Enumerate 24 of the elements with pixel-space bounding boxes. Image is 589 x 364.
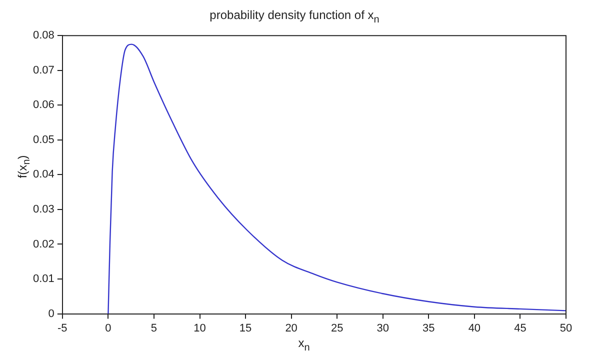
x-tick-label: 5: [150, 322, 158, 334]
y-tick-label: 0.02: [32, 238, 54, 250]
line-series: [108, 44, 566, 314]
y-tick-label: 0: [48, 308, 54, 320]
x-tick-label: 10: [194, 322, 206, 334]
x-tick-label: 35: [422, 322, 435, 334]
y-tick-label: 0.01: [32, 273, 54, 286]
x-tick-label: 0: [105, 322, 112, 334]
x-tick-label: 20: [285, 322, 298, 334]
y-tick-label: 0.08: [32, 30, 54, 42]
x-tick-label: 45: [514, 322, 526, 334]
chart-title: probability density function of x$_{n}$: [208, 8, 380, 26]
x-tick-label: 40: [468, 322, 481, 334]
x-tick-label: 50: [560, 322, 572, 334]
x-tick-label: 30: [376, 322, 389, 334]
y-tick-label: 0.05: [32, 134, 54, 146]
y-tick-label: 0.04: [32, 168, 54, 181]
y-tick-label: 0.03: [32, 204, 54, 216]
x-tick-label: 25: [330, 322, 344, 334]
y-tick-label: 0.07: [32, 64, 54, 76]
x-tick-label: -5: [58, 322, 68, 334]
y-tick-label: 0.06: [32, 99, 54, 112]
x-axis-title: x$_{n}$: [297, 336, 311, 354]
x-tick-label: 15: [239, 322, 252, 334]
